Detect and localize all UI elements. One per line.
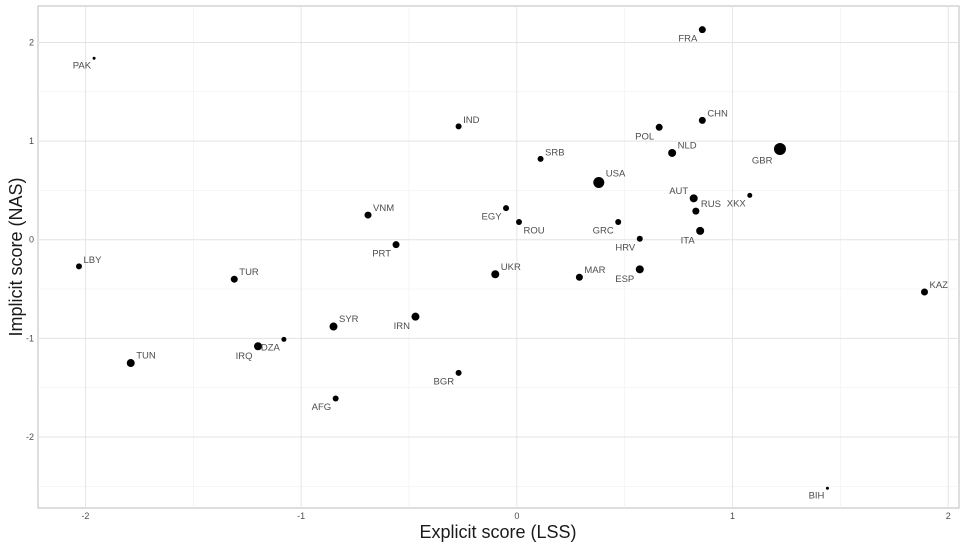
data-point-grc <box>615 219 621 225</box>
data-point-aut <box>690 194 698 202</box>
point-label-bgr: BGR <box>434 376 455 387</box>
data-point-esp <box>636 265 644 273</box>
point-label-afg: AFG <box>312 402 332 413</box>
point-label-syr: SYR <box>339 314 359 325</box>
point-label-srb: SRB <box>545 147 565 158</box>
x-tick-label: 2 <box>946 511 951 521</box>
point-label-ukr: UKR <box>501 262 521 273</box>
data-point-syr <box>329 323 337 331</box>
x-tick-label: 1 <box>730 511 735 521</box>
point-label-xkx: XKX <box>727 198 747 209</box>
point-label-esp: ESP <box>615 274 634 285</box>
data-point-pol <box>656 124 663 131</box>
point-label-tur: TUR <box>239 267 259 278</box>
point-label-gbr: GBR <box>752 156 773 167</box>
data-point-usa <box>593 177 604 188</box>
y-axis-title: Implicit score (NAS) <box>6 177 26 336</box>
y-tick-label: 0 <box>29 235 34 245</box>
point-label-pak: PAK <box>73 60 92 71</box>
data-point-afg <box>333 396 339 402</box>
x-tick-label: -1 <box>297 511 305 521</box>
y-tick-label: 2 <box>29 37 34 47</box>
data-point-xkx <box>747 193 752 198</box>
point-label-grc: GRC <box>593 225 614 236</box>
plot-panel: FRA PAK CHN IND POL GBR NLD SRB USA AUT XKX RUS VNM E… <box>38 6 959 508</box>
data-point-vnm <box>365 212 372 219</box>
point-label-rou: ROU <box>523 225 544 236</box>
point-label-dza: DZA <box>261 342 281 353</box>
data-point-lby <box>76 263 82 269</box>
point-label-hrv: HRV <box>615 242 636 253</box>
data-point-ita <box>696 227 704 235</box>
point-label-ind: IND <box>463 115 480 126</box>
data-point-kaz <box>921 289 928 296</box>
data-point-tun <box>127 359 135 367</box>
y-tick-label: 1 <box>29 136 34 146</box>
point-label-rus: RUS <box>701 199 721 210</box>
point-label-irq: IRQ <box>236 351 253 362</box>
x-axis-title: Explicit score (LSS) <box>419 522 576 542</box>
data-point-gbr <box>774 143 786 155</box>
data-point-dza <box>281 337 286 342</box>
point-label-pol: POL <box>635 131 654 142</box>
point-label-irn: IRN <box>394 321 411 332</box>
data-point-irn <box>411 313 419 321</box>
data-point-chn <box>699 117 706 124</box>
data-point-hrv <box>637 236 643 242</box>
data-point-prt <box>393 241 400 248</box>
point-label-aut: AUT <box>669 186 688 197</box>
x-tick-label: -2 <box>81 511 89 521</box>
data-point-nld <box>668 149 676 157</box>
y-axis-ticks: -2 -1 0 1 2 <box>26 37 34 441</box>
x-tick-label: 0 <box>514 511 519 521</box>
point-label-fra: FRA <box>678 34 698 45</box>
point-label-usa: USA <box>606 169 626 180</box>
plot-background <box>38 6 959 508</box>
point-label-kaz: KAZ <box>929 280 948 291</box>
data-point-mar <box>576 274 583 281</box>
data-point-bgr <box>456 370 462 376</box>
point-label-lby: LBY <box>83 255 102 266</box>
point-label-bih: BIH <box>809 490 825 501</box>
y-tick-label: -1 <box>26 333 34 343</box>
data-point-ind <box>456 123 462 129</box>
data-point-pak <box>93 57 96 60</box>
point-label-chn: CHN <box>707 108 728 119</box>
point-label-nld: NLD <box>678 140 697 151</box>
point-label-mar: MAR <box>584 265 605 276</box>
point-label-egy: EGY <box>481 212 502 223</box>
point-label-ita: ITA <box>681 235 696 246</box>
data-point-bih <box>826 487 829 490</box>
data-point-ukr <box>491 270 499 278</box>
y-tick-label: -2 <box>26 432 34 442</box>
data-point-egy <box>503 205 509 211</box>
data-point-rus <box>692 208 699 215</box>
data-point-tur <box>231 276 238 283</box>
point-label-tun: TUN <box>136 351 156 362</box>
data-point-fra <box>699 26 706 33</box>
data-point-rou <box>516 219 522 225</box>
point-label-vnm: VNM <box>373 203 394 214</box>
data-point-srb <box>538 156 544 162</box>
x-axis-ticks: -2 -1 0 1 2 <box>81 511 950 521</box>
point-label-prt: PRT <box>372 249 391 260</box>
